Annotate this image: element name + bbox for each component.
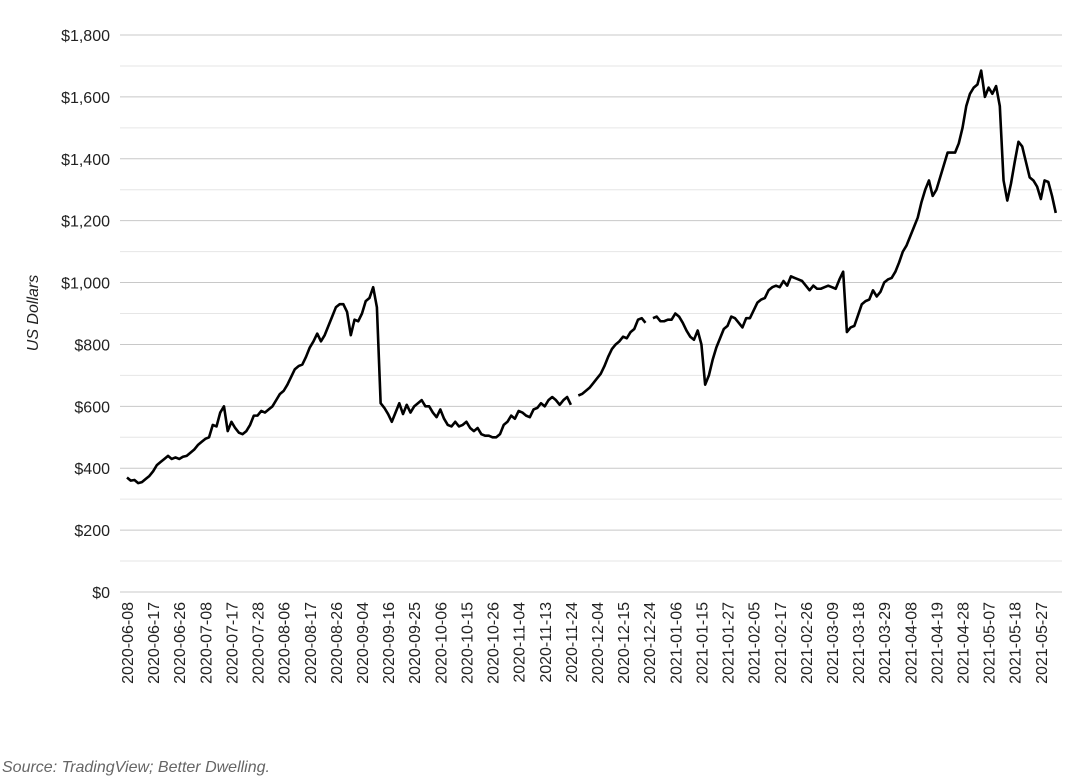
- source: Source: TradingView; Better Dwelling.: [2, 759, 270, 776]
- y-tick-label: $1,200: [61, 214, 110, 231]
- x-tick-label: 2021-02-17: [773, 602, 790, 684]
- x-tick-label: 2020-07-28: [251, 602, 268, 684]
- x-tick-label: 2021-04-19: [929, 602, 946, 684]
- x-tick-label: 2020-09-25: [407, 602, 424, 684]
- x-tick-label: 2020-07-17: [224, 602, 241, 684]
- x-tick-label: 2020-07-08: [198, 602, 215, 684]
- x-tick-label: 2020-12-24: [642, 602, 659, 684]
- y-tick-label: $600: [74, 399, 110, 416]
- x-tick-label: 2020-11-13: [538, 602, 555, 683]
- x-tick-label: 2021-03-09: [825, 602, 842, 684]
- x-tick-label: 2021-04-08: [903, 602, 920, 684]
- x-tick-label: 2021-02-26: [799, 602, 816, 684]
- y-tick-label: $0: [92, 585, 110, 602]
- y-tick-label: $800: [74, 337, 110, 354]
- x-tick-label: 2021-02-05: [747, 602, 764, 684]
- x-tick-label: 2021-05-27: [1034, 602, 1051, 684]
- x-tick-label: 2021-01-15: [694, 602, 711, 684]
- x-tick-label: 2020-09-04: [355, 602, 372, 684]
- y-tick-label: $1,000: [61, 276, 110, 293]
- y-axis-label: US Dollars: [25, 275, 42, 351]
- y-tick-label: $400: [74, 461, 110, 478]
- x-tick-label: 2020-11-24: [564, 602, 581, 683]
- x-tick-label: 2021-05-18: [1008, 602, 1025, 684]
- x-tick-label: 2020-08-26: [329, 602, 346, 684]
- x-tick-label: 2020-10-15: [459, 602, 476, 684]
- y-tick-label: $1,600: [61, 90, 110, 107]
- x-tick-label: 2021-01-06: [668, 602, 685, 684]
- x-tick-label: 2020-08-06: [277, 602, 294, 684]
- x-tick-label: 2020-12-04: [590, 602, 607, 684]
- x-tick-label: 2021-05-07: [982, 602, 999, 684]
- y-tick-label: $1,800: [61, 28, 110, 45]
- price-line: [126, 69, 1058, 485]
- x-tick-label: 2020-08-17: [303, 602, 320, 684]
- x-tick-label: 2021-03-18: [851, 602, 868, 684]
- x-tick-label: 2020-10-26: [486, 602, 503, 684]
- x-tick-label: 2020-06-17: [146, 602, 163, 684]
- y-tick-label: $200: [74, 523, 110, 540]
- y-tick-label: $1,400: [61, 152, 110, 169]
- x-tick-label: 2020-06-08: [120, 602, 137, 684]
- x-tick-label: 2020-06-26: [172, 602, 189, 684]
- x-tick-label: 2020-10-06: [433, 602, 450, 684]
- x-tick-label: 2021-03-29: [877, 602, 894, 684]
- x-tick-label: 2021-01-27: [721, 602, 738, 684]
- x-tick-label: 2020-09-16: [381, 602, 398, 684]
- x-tick-label: 2021-04-28: [956, 602, 973, 684]
- x-tick-label: 2020-11-04: [512, 602, 529, 683]
- x-tick-label: 2020-12-15: [616, 602, 633, 684]
